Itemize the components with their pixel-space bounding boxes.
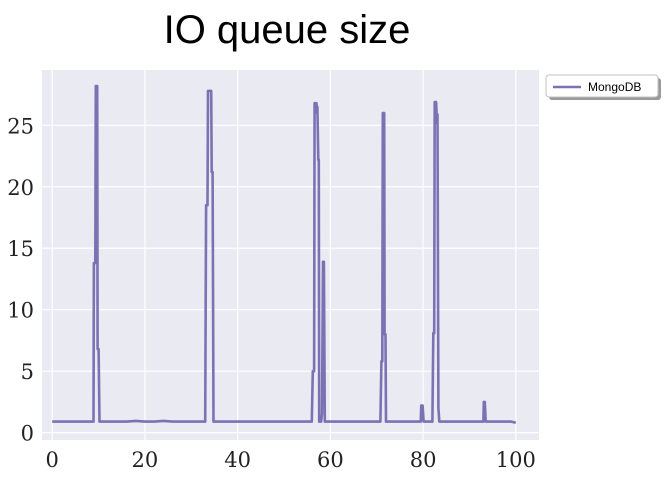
series-line-mongodb (52, 84, 517, 425)
grid-lines (42, 70, 539, 440)
x-tick-label: 20 (132, 448, 159, 472)
x-tick-label: 0 (46, 448, 59, 472)
y-tick-label: 10 (7, 299, 34, 323)
y-tick-label: 15 (7, 237, 34, 261)
legend-box (545, 74, 659, 98)
x-tick-label: 100 (496, 448, 536, 472)
x-axis-ticks: 0 20 40 60 80 100 (46, 448, 536, 472)
x-tick-label: 40 (224, 448, 251, 472)
legend-label-mongodb: MongoDB (588, 80, 641, 94)
legend: MongoDB (545, 74, 661, 100)
y-axis-ticks: 0 5 10 15 20 25 (7, 114, 34, 445)
y-tick-label: 0 (21, 422, 34, 446)
x-tick-label: 80 (410, 448, 437, 472)
chart-title: IO queue size (164, 8, 411, 52)
y-tick-label: 5 (21, 360, 34, 384)
y-tick-label: 25 (7, 114, 34, 138)
plot-area (42, 70, 539, 440)
series-layer (52, 84, 517, 425)
x-tick-label: 60 (317, 448, 344, 472)
y-tick-label: 20 (7, 176, 34, 200)
